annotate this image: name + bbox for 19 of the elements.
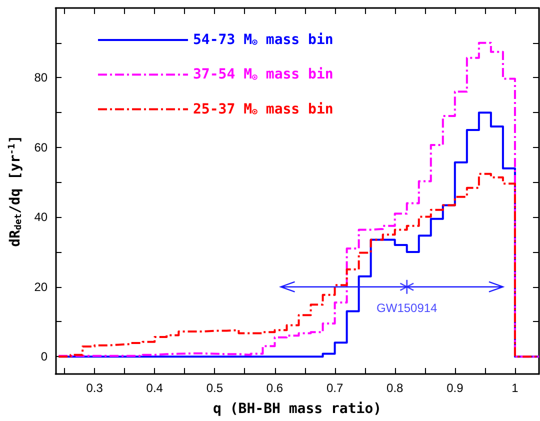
y-tick-label: 80 xyxy=(34,70,48,85)
series-label: GW150914 xyxy=(376,300,438,315)
x-tick-label: 0.7 xyxy=(326,381,344,395)
x-tick-label: 0.4 xyxy=(146,381,164,395)
x-tick-label: 0.8 xyxy=(386,381,404,395)
text: 54-73 M⊙ mass bin xyxy=(193,32,334,48)
text: 37-54 M⊙ mass bin xyxy=(193,66,334,83)
x-axis-title: q (BH-BH mass ratio) xyxy=(212,401,382,417)
y-tick-label: 60 xyxy=(34,140,48,154)
x-tick-label: 0.9 xyxy=(446,381,464,395)
x-tick-label: 1 xyxy=(512,381,519,395)
y-axis-title: dRdet/dq [yr-1] xyxy=(8,135,24,247)
x-tick-label: 0.5 xyxy=(206,381,224,395)
x-tick-label: 0.6 xyxy=(266,381,284,395)
y-tick-label: 40 xyxy=(34,210,48,224)
y-tick-label: 20 xyxy=(34,280,48,294)
x-tick-label: 0.3 xyxy=(86,381,104,395)
y-tick-label: 0 xyxy=(40,350,48,364)
text: 25-37 M⊙ mass bin xyxy=(193,101,334,118)
